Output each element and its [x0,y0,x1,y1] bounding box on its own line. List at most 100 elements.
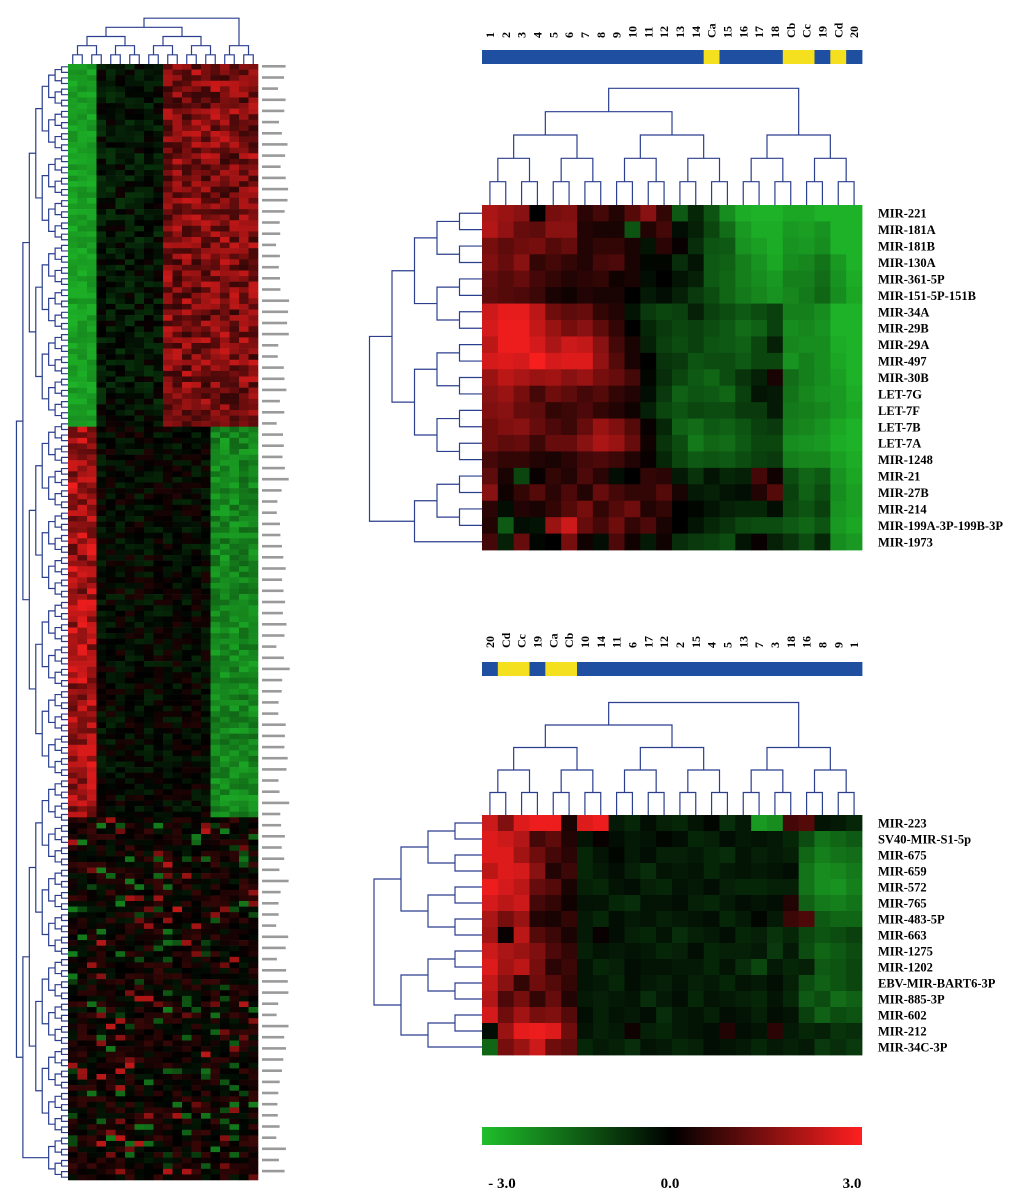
overview-cell [191,69,202,76]
overview-cell [239,750,249,757]
overview-cell [96,1096,107,1103]
overview-cell [172,906,183,913]
overview-row-label-mark [262,477,289,481]
overview-cell [125,476,135,483]
overview-cell [96,873,107,879]
overview-row-dendro-branch [60,613,68,620]
overview-cell [144,164,154,171]
overview-cell [191,460,202,467]
overview-cell [172,75,183,82]
overview-cell [248,1023,259,1030]
overview-cell [125,421,135,427]
overview-cell [210,694,221,701]
overview-cell [68,421,78,427]
overview-cell [87,454,97,461]
overview-cell [77,1062,88,1069]
overview-cell [125,800,135,807]
overview-cell [96,225,107,232]
overview-cell [210,543,221,550]
overview-cell [210,504,221,511]
overview-cell [163,465,173,472]
overview-cell [134,543,145,550]
overview-cell [106,175,116,182]
overview-cell [220,733,230,740]
overview-row-dendro-branch [48,788,56,813]
overview-cell [172,543,183,550]
overview-row-dendro-branch [54,1140,62,1153]
overview-cell [220,817,230,824]
top-cell [482,221,499,239]
overview-cell [210,806,221,813]
overview-cell [77,661,88,667]
overview-row-dendro-branch [60,1048,68,1056]
overview-cell [201,794,211,801]
overview-cell [163,203,173,210]
overview-cell [229,415,240,422]
overview-cell [153,1051,164,1058]
overview-cell [115,543,126,550]
overview-cell [182,610,192,617]
overview-cell [125,928,135,935]
top-cell [782,517,800,534]
overview-cell [144,236,154,243]
overview-row-label-mark [262,455,283,459]
overview-cell [248,577,259,584]
overview-cell [172,460,183,467]
overview-cell [172,1073,183,1080]
overview-cell [182,153,192,160]
overview-cell [115,616,126,623]
top-cell [814,500,831,518]
overview-cell [248,1140,259,1147]
overview-cell [134,772,145,779]
top-cell [592,533,610,551]
overview-row-dendro-branch [35,108,43,199]
overview-cell [229,928,240,935]
top-cell [577,221,594,239]
overview-cell [106,711,116,718]
overview-cell [125,878,135,885]
overview-cell [153,287,164,294]
overview-row-dendro-branch [48,119,56,143]
overview-cell [68,259,78,266]
top-col-dendro-branch [805,181,824,205]
overview-cell [220,1062,230,1069]
overview-cell [144,638,154,645]
overview-cell [134,616,145,623]
overview-cell [68,906,78,913]
overview-cell [125,984,135,991]
overview-cell [239,728,249,734]
overview-cell [77,393,88,400]
overview-cell [229,1090,240,1097]
top-cell [482,352,499,370]
overview-cell [248,649,259,656]
overview-cell [172,549,183,556]
overview-cell [68,1107,78,1114]
overview-cell [191,415,202,422]
overview-cell [229,979,240,985]
overview-cell [239,1101,249,1108]
overview-cell [125,1152,135,1158]
overview-cell [153,1007,164,1013]
overview-cell [248,543,259,550]
overview-cell [182,365,192,372]
overview-cell [96,1079,107,1086]
overview-cell [163,1168,173,1175]
overview-cell [163,1073,173,1080]
top-cell [719,270,736,288]
overview-cell [210,119,221,126]
overview-cell [87,962,97,969]
overview-cell [248,934,259,941]
overview-cell [125,672,135,679]
top-cell [513,517,530,534]
overview-cell [182,1090,192,1097]
top-cell [513,500,530,518]
top-row-dendro-branch [413,368,437,436]
overview-row-dendro-branch [41,532,49,578]
overview-cell [87,834,97,840]
overview-cell [229,582,240,589]
overview-cell [68,967,78,974]
overview-cell [239,315,249,321]
overview-cell [210,415,221,422]
top-cell [656,336,673,354]
overview-cell [87,739,97,746]
